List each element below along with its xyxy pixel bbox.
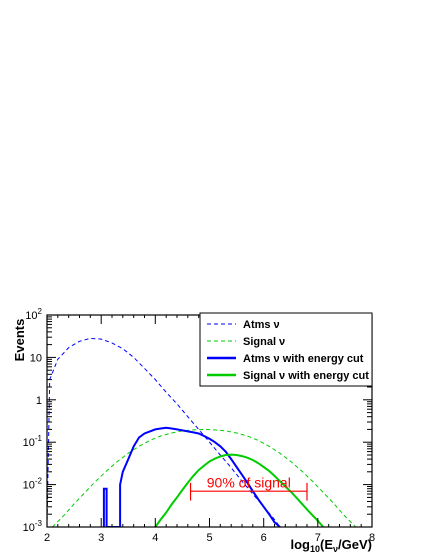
series-layer [47,337,357,527]
series-line-3 [102,426,281,527]
annotation-label: 90% of signal [207,475,291,491]
y-tick-label: 10 [30,352,42,364]
x-tick-label: 5 [206,532,212,544]
x-tick-label: 4 [152,532,158,544]
x-tick-label: 6 [261,532,267,544]
series-line-1 [47,337,281,527]
y-tick-label: 1 [36,395,42,407]
x-title-mid: (E [320,537,333,552]
x-title-sub1: 10 [310,544,320,554]
y-axis-title: Events [12,319,27,362]
x-tick-label: 3 [98,532,104,544]
y-tick-label: 102 [25,307,42,322]
series-line-2 [52,428,357,527]
legend-label-1: Atms ν [243,319,280,331]
series-line-4 [154,453,325,527]
y-tick-label: 10-3 [23,519,43,534]
y-tick-label: 10-2 [23,477,43,492]
y-tick-label: 10-1 [23,434,43,449]
x-title-base: log [291,537,311,552]
x-tick-label: 2 [44,532,50,544]
legend-label-4: Signal ν with energy cut [243,370,369,382]
x-tick-label: 8 [369,532,375,544]
legend-label-2: Signal ν [243,336,285,348]
x-title-end: /GeV) [338,537,372,552]
x-title-sub2: ν [333,544,338,554]
legend-label-3: Atms ν with energy cut [243,353,364,365]
x-tick-label: 7 [315,532,321,544]
x-axis-title: log10(Eν/GeV) [291,537,373,554]
annotation-layer: 90% of signal [189,475,308,501]
legend: Atms ν Signal ν Atms ν with energy cut Sign… [199,312,373,387]
